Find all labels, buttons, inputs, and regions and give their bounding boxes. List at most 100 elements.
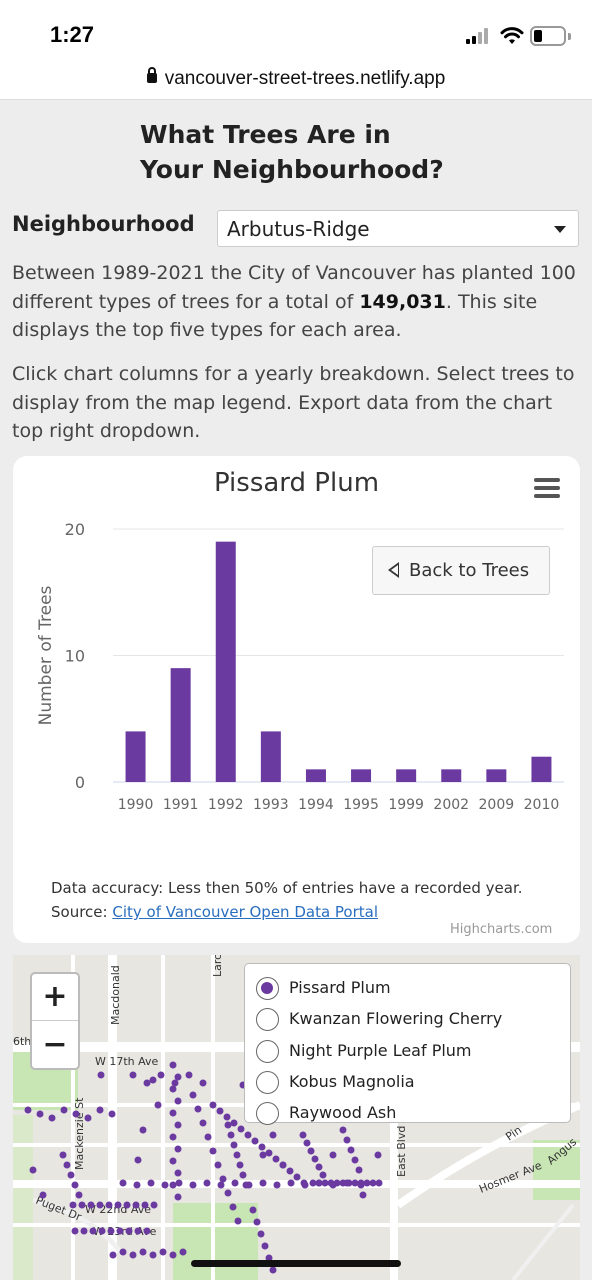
tree-marker xyxy=(359,1191,367,1199)
x-tick-label: 2010 xyxy=(524,797,560,813)
tree-marker xyxy=(327,1179,335,1187)
zoom-in-button[interactable]: + xyxy=(32,974,78,1021)
tree-marker xyxy=(279,1161,287,1169)
tree-marker xyxy=(169,1157,177,1165)
chart-card: 0 10 20 Number of Trees 1990 1991 1992 1993 1994… xyxy=(13,456,580,943)
url-text: vancouver-street-trees.netlify.app xyxy=(164,68,446,89)
map-canvas[interactable]: W 17th Ave 6th Macdonald Mackenzie St East B… xyxy=(13,955,580,1280)
tree-marker xyxy=(259,1151,267,1159)
tree-marker xyxy=(59,1151,67,1159)
street-label: East Blvd xyxy=(395,1126,408,1177)
lock-icon xyxy=(146,67,157,83)
tree-marker xyxy=(29,1166,37,1174)
tree-marker xyxy=(199,1079,207,1087)
chart-bar[interactable] xyxy=(215,541,236,782)
tree-marker xyxy=(71,1181,79,1189)
tree-marker xyxy=(72,1110,80,1118)
tree-marker xyxy=(159,1248,167,1256)
legend-radio[interactable] xyxy=(256,977,279,1000)
x-tick-label: 1994 xyxy=(298,797,334,813)
tree-marker xyxy=(60,1106,68,1114)
tree-marker xyxy=(139,1248,147,1256)
tree-marker xyxy=(230,1141,238,1149)
chart-menu-icon[interactable] xyxy=(534,478,560,500)
tree-marker xyxy=(132,1201,140,1209)
tree-marker xyxy=(259,1179,267,1187)
tree-marker xyxy=(265,1254,273,1262)
tree-marker xyxy=(174,1193,182,1201)
tree-marker xyxy=(319,1171,327,1179)
tree-marker xyxy=(345,1179,353,1187)
chart-bar[interactable] xyxy=(305,769,326,782)
tree-marker xyxy=(293,1173,301,1181)
tree-marker xyxy=(174,1073,182,1081)
x-tick-label: 2002 xyxy=(433,797,469,813)
tree-marker xyxy=(141,1201,149,1209)
tree-marker xyxy=(98,1227,106,1235)
tree-marker xyxy=(129,1251,137,1259)
tree-marker xyxy=(174,1169,182,1177)
neighbourhood-select[interactable]: Arbutus-Ridge xyxy=(217,210,579,247)
tree-map[interactable]: W 17th Ave 6th Macdonald Mackenzie St East B… xyxy=(13,955,580,1280)
chart-bar[interactable] xyxy=(531,756,552,782)
tree-marker xyxy=(347,1146,355,1154)
tree-marker xyxy=(223,1113,231,1121)
neighbourhood-selected-value: Arbutus-Ridge xyxy=(227,217,370,241)
chart-bar[interactable] xyxy=(260,731,281,782)
tree-marker xyxy=(265,1149,273,1157)
tree-marker xyxy=(273,1181,281,1189)
tree-marker xyxy=(169,1251,177,1259)
park-area xyxy=(173,1203,258,1280)
tree-marker xyxy=(257,1230,265,1238)
tree-marker xyxy=(108,1110,116,1118)
tree-marker xyxy=(224,1121,232,1129)
legend-radio[interactable] xyxy=(256,1102,279,1125)
map-legend: Pissard Plum Kwanzan Flowering Cherry Ni… xyxy=(244,963,571,1125)
tree-marker xyxy=(315,1179,323,1187)
y-tick-label: 10 xyxy=(65,647,85,666)
legend-radio[interactable] xyxy=(256,1040,279,1063)
tree-marker xyxy=(149,1076,157,1084)
tree-marker xyxy=(143,1227,151,1235)
chart-bar[interactable] xyxy=(486,769,507,782)
tree-marker xyxy=(242,1181,250,1189)
url-bar[interactable]: vancouver-street-trees.netlify.app xyxy=(0,62,592,100)
tree-marker xyxy=(67,1171,75,1179)
tree-marker xyxy=(80,1227,88,1235)
chart-bar[interactable] xyxy=(170,668,191,782)
legend-label: Kwanzan Flowering Cherry xyxy=(289,1009,503,1028)
tree-marker xyxy=(36,1110,44,1118)
open-data-portal-link[interactable]: City of Vancouver Open Data Portal xyxy=(112,903,379,921)
zoom-out-button[interactable]: − xyxy=(42,1027,68,1062)
tree-marker xyxy=(134,1156,142,1164)
tree-marker xyxy=(209,1101,217,1109)
tree-marker xyxy=(329,1151,337,1159)
status-bar: 1:27 xyxy=(0,0,592,62)
tree-marker xyxy=(169,1085,177,1093)
chart-bar[interactable] xyxy=(396,769,417,782)
tree-marker xyxy=(253,1218,261,1226)
legend-radio[interactable] xyxy=(256,1008,279,1031)
back-to-trees-button[interactable]: Back to Trees xyxy=(372,546,550,595)
legend-radio[interactable] xyxy=(256,1071,279,1094)
chart-bar[interactable] xyxy=(351,769,372,782)
tree-marker xyxy=(134,1227,142,1235)
chart-bar[interactable] xyxy=(125,731,146,782)
tree-marker xyxy=(174,1097,182,1105)
status-time: 1:27 xyxy=(50,22,95,47)
tree-marker xyxy=(249,1206,257,1214)
highcharts-credits[interactable]: Highcharts.com xyxy=(450,922,553,937)
street-label: Larch xyxy=(211,955,224,977)
page-title: What Trees Are in Your Neighbourhood? xyxy=(140,117,480,187)
park-area xyxy=(533,1140,580,1200)
tree-marker xyxy=(96,1106,104,1114)
chart-bar[interactable] xyxy=(441,769,462,782)
tree-marker xyxy=(351,1179,359,1187)
tree-marker xyxy=(69,1201,77,1209)
tree-marker xyxy=(343,1136,351,1144)
tree-marker xyxy=(307,1147,315,1155)
neighbourhood-label: Neighbourhood xyxy=(12,212,195,236)
tree-marker xyxy=(236,1161,244,1169)
source-note: Source: City of Vancouver Open Data Port… xyxy=(51,900,523,924)
tree-marker xyxy=(125,1227,133,1235)
